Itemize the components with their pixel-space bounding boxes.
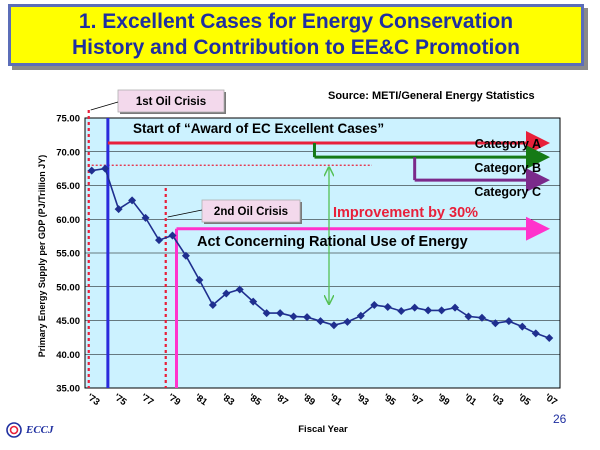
data-point (235, 285, 244, 294)
data-point (141, 213, 150, 222)
data-point (370, 300, 379, 309)
improvement-label: Improvement by 30% (333, 205, 478, 221)
data-point (114, 205, 123, 214)
y-tick-label: 40.00 (56, 350, 80, 361)
data-point (356, 311, 365, 320)
x-tick-label: '99 (435, 392, 452, 408)
y-tick-label: 75.00 (56, 114, 80, 125)
data-point (195, 276, 204, 284)
source-note: Source: METI/General Energy Statistics (328, 90, 535, 102)
data-point (276, 309, 285, 318)
data-point (383, 303, 392, 311)
oil-crisis-1-label: 1st Oil Crisis (136, 96, 206, 108)
x-tick-label: '87 (273, 392, 290, 408)
x-tick-label: '07 (542, 392, 559, 408)
title-line-1: 1. Excellent Cases for Energy Conservati… (78, 10, 514, 33)
x-tick-label: '79 (165, 392, 182, 408)
data-point (289, 312, 298, 321)
data-point (343, 317, 352, 326)
y-axis-label: Primary Energy Supply per GDP (PJ/Trilli… (37, 155, 47, 357)
category-b-label: Category B (474, 161, 541, 175)
x-tick-label: '83 (219, 392, 236, 408)
y-tick-label: 60.00 (56, 215, 80, 226)
y-tick-label: 50.00 (56, 282, 80, 293)
data-point (316, 317, 325, 326)
page-number: 26 (553, 412, 567, 426)
x-tick-label: '01 (462, 392, 479, 409)
data-point (262, 309, 271, 318)
x-tick-label: '03 (488, 392, 505, 408)
x-tick-label: '93 (354, 392, 371, 408)
x-tick-label: '73 (85, 392, 102, 408)
eccj-logo: ECCJ (6, 422, 54, 438)
x-tick-label: '05 (515, 392, 532, 409)
x-tick-label: '81 (192, 392, 209, 409)
data-point (437, 306, 446, 315)
data-point (545, 334, 554, 343)
category-a-label: Category A (475, 137, 541, 151)
y-tick-label: 65.00 (56, 181, 80, 192)
data-point (155, 236, 164, 245)
data-point (101, 164, 110, 173)
data-point (168, 231, 177, 240)
data-point (531, 329, 540, 338)
category-c-label: Category C (474, 185, 541, 199)
data-point (208, 300, 217, 309)
x-tick-label: '77 (139, 392, 156, 408)
oil-crisis-2-label: 2nd Oil Crisis (214, 206, 288, 218)
data-point (464, 312, 473, 321)
y-tick-label: 55.00 (56, 249, 80, 260)
x-tick-label: '97 (408, 392, 425, 408)
data-point (504, 317, 513, 326)
x-tick-label: '85 (246, 392, 263, 409)
data-point (397, 307, 406, 316)
oil-crisis-2-leader (167, 209, 203, 218)
data-point (451, 303, 460, 312)
y-tick-label: 45.00 (56, 316, 80, 327)
eccj-logo-text: ECCJ (26, 424, 54, 436)
title-line-2: History and Contribution to EE&C Promoti… (72, 36, 520, 59)
data-point (491, 319, 500, 328)
data-point (128, 196, 137, 205)
data-point (518, 322, 527, 331)
x-tick-label: '95 (381, 392, 398, 409)
data-point (329, 321, 338, 330)
y-tick-label: 35.00 (56, 384, 80, 395)
data-point (410, 303, 419, 312)
ec-award-label: Start of “Award of EC Excellent Cases” (133, 121, 384, 136)
eccj-logo-icon (6, 422, 22, 438)
oil-crisis-2-box (201, 199, 301, 223)
y-tick-label: 70.00 (56, 147, 80, 158)
x-tick-label: '89 (300, 392, 317, 408)
x-axis-label: Fiscal Year (298, 424, 348, 435)
data-point (222, 289, 231, 298)
oil-crisis-1-leader (90, 101, 119, 111)
data-point (477, 313, 486, 322)
data-point (249, 297, 258, 306)
data-point (181, 251, 190, 260)
act-label: Act Concerning Rational Use of Energy (197, 234, 468, 250)
data-point (424, 306, 433, 315)
data-point (87, 166, 96, 175)
x-tick-label: '91 (327, 392, 344, 409)
data-point (303, 313, 312, 322)
x-tick-label: '75 (112, 392, 129, 409)
oil-crisis-1-box (117, 89, 225, 113)
title-banner: 1. Excellent Cases for Energy Conservati… (8, 4, 584, 66)
